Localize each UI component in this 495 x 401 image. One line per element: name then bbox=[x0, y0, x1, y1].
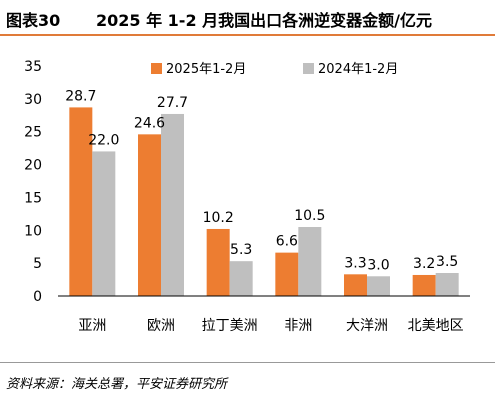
bar-2024-2 bbox=[229, 261, 253, 296]
data-label: 10.2 bbox=[203, 210, 234, 226]
category-label: 亚洲 bbox=[78, 318, 106, 334]
bar-2024-5 bbox=[435, 273, 459, 296]
figure-label: 图表30 bbox=[6, 11, 61, 30]
category-label: 北美地区 bbox=[408, 318, 464, 334]
legend-swatch bbox=[303, 63, 314, 74]
y-tick-label: 20 bbox=[24, 158, 42, 174]
data-label: 3.5 bbox=[436, 254, 458, 270]
category-label: 欧洲 bbox=[147, 318, 175, 334]
bar-2025-5 bbox=[412, 274, 436, 296]
y-axis-ticks: 0 5 10 15 20 25 30 35 bbox=[24, 59, 42, 305]
data-labels: 28.7 22.0 24.6 27.7 10.2 5.3 6.6 10.5 3.3 3.0 3.2 3… bbox=[65, 88, 458, 273]
bar-2025-2 bbox=[206, 228, 230, 296]
legend-label: 2025年1-2月 bbox=[166, 62, 246, 77]
bar-chart: 0 5 10 15 20 25 30 35 28.7 22.0 24.6 27.7 10.2 5.3 6.… bbox=[24, 59, 470, 334]
category-label: 大洋洲 bbox=[346, 318, 388, 334]
source-footer: 资料来源：海关总署，平安证券研究所 bbox=[0, 362, 495, 401]
bar-2025-3 bbox=[275, 252, 299, 296]
data-label: 6.6 bbox=[276, 234, 298, 250]
data-label: 28.7 bbox=[65, 88, 96, 104]
y-tick-label: 10 bbox=[24, 223, 42, 239]
data-label: 3.2 bbox=[413, 256, 435, 272]
y-tick-label: 25 bbox=[24, 125, 42, 141]
data-label: 10.5 bbox=[294, 208, 325, 224]
category-labels: 亚洲 欧洲 拉丁美洲 非洲 大洋洲 北美地区 bbox=[78, 318, 463, 334]
source-note: 资料来源：海关总署，平安证券研究所 bbox=[6, 377, 228, 392]
bar-2025-4 bbox=[344, 274, 367, 296]
y-tick-label: 5 bbox=[33, 256, 42, 272]
legend-swatch bbox=[151, 63, 162, 74]
data-label: 24.6 bbox=[134, 115, 165, 131]
y-tick-label: 30 bbox=[24, 92, 42, 108]
data-label: 22.0 bbox=[88, 132, 119, 148]
bar-2024-1 bbox=[161, 113, 184, 296]
data-label: 3.3 bbox=[344, 255, 366, 271]
category-label: 拉丁美洲 bbox=[202, 318, 258, 334]
bar-series bbox=[69, 107, 459, 297]
figure-header: 图表30 2025 年 1-2 月我国出口各洲逆变器金额/亿元 bbox=[0, 0, 495, 36]
chart-legend: 2025年1-2月 2024年1-2月 bbox=[151, 62, 398, 77]
data-label: 27.7 bbox=[157, 95, 188, 111]
category-label: 非洲 bbox=[284, 318, 312, 334]
bar-2025-0 bbox=[69, 107, 93, 297]
legend-label: 2024年1-2月 bbox=[318, 62, 398, 77]
y-tick-label: 15 bbox=[24, 190, 42, 206]
data-label: 5.3 bbox=[230, 242, 252, 258]
data-label: 3.0 bbox=[367, 257, 389, 273]
bar-2024-0 bbox=[92, 151, 116, 296]
y-tick-label: 0 bbox=[33, 289, 42, 305]
bar-2024-3 bbox=[298, 227, 322, 296]
figure-title: 2025 年 1-2 月我国出口各洲逆变器金额/亿元 bbox=[96, 11, 432, 30]
y-tick-label: 35 bbox=[24, 59, 42, 75]
bar-2024-4 bbox=[367, 276, 390, 296]
bar-2025-1 bbox=[138, 134, 161, 296]
